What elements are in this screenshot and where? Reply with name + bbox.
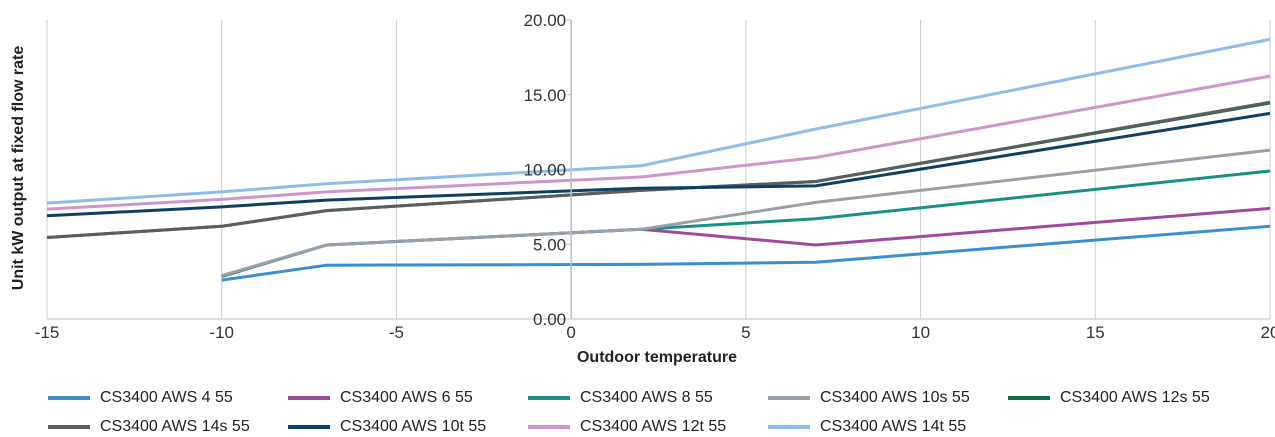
- legend-item: CS3400 AWS 14t 55: [760, 417, 1000, 437]
- legend-swatch: [48, 396, 90, 400]
- y-tick-label: 15.00: [524, 86, 567, 105]
- axes: [47, 19, 1270, 320]
- x-axis-title: Outdoor temperature: [577, 349, 737, 366]
- legend: CS3400 AWS 4 55 CS3400 AWS 6 55 CS3400 AWS…: [40, 388, 1270, 437]
- tick-labels: -15 -10 -5 0 5 10 15 20 0.00 5.00 10.00 15.00 20.00: [35, 11, 1275, 342]
- legend-swatch: [768, 425, 810, 429]
- legend-label: CS3400 AWS 4 55: [100, 389, 233, 406]
- y-tick-label: 10.00: [524, 161, 567, 180]
- x-tick-label: 0: [566, 323, 575, 342]
- legend-label: CS3400 AWS 6 55: [340, 389, 473, 406]
- legend-label: CS3400 AWS 8 55: [580, 389, 713, 406]
- series-line-3: [221, 148, 1271, 278]
- x-tick-label: 15: [1086, 323, 1105, 342]
- x-tick-label: 20: [1261, 323, 1275, 342]
- series-line-5: [46, 100, 1271, 239]
- legend-item: CS3400 AWS 14s 55: [40, 417, 280, 437]
- legend-item: CS3400 AWS 12t 55: [520, 417, 760, 437]
- legend-swatch: [528, 425, 570, 429]
- series-line-6: [46, 111, 1271, 218]
- legend-item: CS3400 AWS 6 55: [280, 388, 520, 408]
- y-axis-title: Unit kW output at fixed flow rate: [10, 46, 27, 291]
- series-lines: [46, 37, 1271, 282]
- legend-label: CS3400 AWS 10s 55: [820, 389, 970, 406]
- legend-swatch: [288, 396, 330, 400]
- legend-label: CS3400 AWS 14t 55: [820, 418, 967, 435]
- legend-label: CS3400 AWS 14s 55: [100, 418, 250, 435]
- y-tick-label: 5.00: [533, 235, 566, 254]
- line-chart: -15 -10 -5 0 5 10 15 200.005.0010.0015.0020.00 …: [10, 11, 1275, 366]
- legend-swatch: [48, 425, 90, 429]
- legend-label: CS3400 AWS 10t 55: [340, 418, 487, 435]
- legend-item: CS3400 AWS 12s 55: [1000, 388, 1240, 408]
- legend-label: CS3400 AWS 12t 55: [580, 418, 727, 435]
- legend-item: CS3400 AWS 10s 55: [760, 388, 1000, 408]
- x-tick-label: -10: [209, 323, 234, 342]
- x-tick-label: 5: [741, 323, 750, 342]
- x-tick-label: -15: [35, 323, 60, 342]
- y-tick-label: 0.00: [533, 310, 566, 329]
- legend-item: CS3400 AWS 4 55: [40, 388, 280, 408]
- legend-swatch: [1008, 396, 1050, 400]
- x-tick-label: -5: [389, 323, 404, 342]
- series-line-0: [221, 224, 1271, 282]
- y-tick-label: 20.00: [524, 11, 567, 30]
- legend-item: CS3400 AWS 10t 55: [280, 417, 520, 437]
- x-tick-label: 10: [911, 323, 930, 342]
- series-line-7: [46, 74, 1271, 211]
- legend-swatch: [528, 396, 570, 400]
- legend-item: CS3400 AWS 8 55: [520, 388, 760, 408]
- legend-label: CS3400 AWS 12s 55: [1060, 389, 1210, 406]
- series-line-8: [46, 37, 1271, 205]
- legend-swatch: [768, 396, 810, 400]
- legend-swatch: [288, 425, 330, 429]
